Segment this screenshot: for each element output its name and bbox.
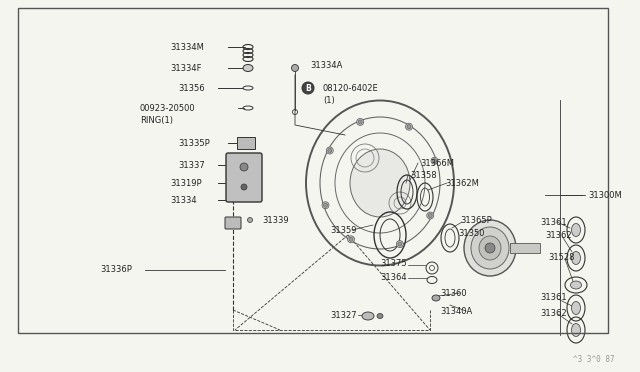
Ellipse shape <box>407 125 411 129</box>
Text: 08120-6402E: 08120-6402E <box>323 83 379 93</box>
Text: 31361: 31361 <box>540 218 566 227</box>
Ellipse shape <box>248 218 253 222</box>
Text: 31366M: 31366M <box>420 158 454 167</box>
Ellipse shape <box>427 212 434 219</box>
Text: 31362: 31362 <box>545 231 572 240</box>
Ellipse shape <box>240 163 248 171</box>
Ellipse shape <box>362 312 374 320</box>
Ellipse shape <box>348 236 355 243</box>
Text: 31350: 31350 <box>458 228 484 237</box>
Ellipse shape <box>572 224 580 237</box>
Text: 31334M: 31334M <box>170 42 204 51</box>
Text: 31319P: 31319P <box>170 179 202 187</box>
Text: 31364: 31364 <box>380 273 406 282</box>
Bar <box>237 137 255 149</box>
FancyBboxPatch shape <box>232 157 256 173</box>
Text: 31337: 31337 <box>178 160 205 170</box>
Text: 31375: 31375 <box>380 259 406 267</box>
Ellipse shape <box>471 227 509 269</box>
Text: 31335P: 31335P <box>178 138 210 148</box>
Text: 31358: 31358 <box>410 170 436 180</box>
Ellipse shape <box>240 179 248 187</box>
Ellipse shape <box>464 220 516 276</box>
Text: 31334: 31334 <box>170 196 196 205</box>
Ellipse shape <box>396 241 403 248</box>
Ellipse shape <box>350 149 410 217</box>
Ellipse shape <box>431 157 438 164</box>
Text: 31300M: 31300M <box>588 190 621 199</box>
Text: RING(1): RING(1) <box>140 115 173 125</box>
FancyBboxPatch shape <box>226 153 262 202</box>
Text: ^3 3^0 87: ^3 3^0 87 <box>573 356 615 365</box>
FancyBboxPatch shape <box>225 217 241 229</box>
Ellipse shape <box>302 82 314 94</box>
Ellipse shape <box>570 281 582 289</box>
Text: 31327: 31327 <box>330 311 356 320</box>
Ellipse shape <box>243 64 253 71</box>
Ellipse shape <box>326 147 333 154</box>
Text: 31528: 31528 <box>548 253 575 263</box>
Ellipse shape <box>241 184 247 190</box>
Ellipse shape <box>349 237 353 241</box>
Text: B: B <box>305 83 311 93</box>
Ellipse shape <box>377 314 383 318</box>
Text: (1): (1) <box>323 96 335 105</box>
Ellipse shape <box>433 159 436 163</box>
Ellipse shape <box>398 242 402 246</box>
Text: 31361: 31361 <box>540 294 566 302</box>
Ellipse shape <box>572 301 580 314</box>
Ellipse shape <box>322 202 329 209</box>
Text: 31362M: 31362M <box>445 179 479 187</box>
Text: 00923-20500: 00923-20500 <box>140 103 196 112</box>
Ellipse shape <box>479 236 501 260</box>
Text: 31360: 31360 <box>440 289 467 298</box>
Ellipse shape <box>406 123 413 130</box>
Text: 31340A: 31340A <box>440 307 472 315</box>
Text: 31356: 31356 <box>178 83 205 93</box>
Text: 31336P: 31336P <box>100 266 132 275</box>
Ellipse shape <box>356 118 364 125</box>
Ellipse shape <box>572 324 580 337</box>
Ellipse shape <box>358 120 362 124</box>
Ellipse shape <box>428 214 432 218</box>
Ellipse shape <box>485 243 495 253</box>
Ellipse shape <box>328 148 332 153</box>
Text: 31359: 31359 <box>330 225 356 234</box>
Ellipse shape <box>432 295 440 301</box>
Text: 31334F: 31334F <box>170 64 202 73</box>
Bar <box>510 243 540 253</box>
Text: 31365P: 31365P <box>460 215 492 224</box>
Text: 31362: 31362 <box>540 310 566 318</box>
Text: 31339: 31339 <box>262 215 289 224</box>
Text: 31334A: 31334A <box>310 61 342 70</box>
Ellipse shape <box>572 251 580 264</box>
Ellipse shape <box>323 203 328 207</box>
Bar <box>18 8 608 333</box>
Ellipse shape <box>291 64 298 71</box>
